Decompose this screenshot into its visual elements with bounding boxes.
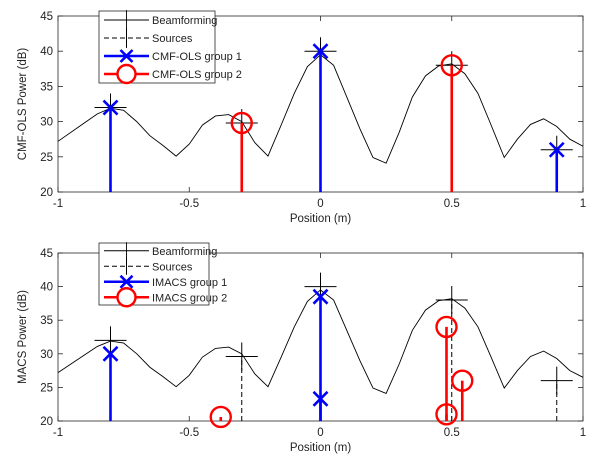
group1-marker [102,345,119,362]
group1-marker [548,141,565,158]
y-axis-label: MACS Power (dB) [17,290,29,384]
legend: Beamforming Sources IMACS group 1 IMACS gro… [98,242,227,308]
legend-group1-marker [119,274,134,289]
x-tick-label: -0.5 [179,198,199,210]
y-axis-label: CMF-OLS Power (dB) [17,48,29,161]
bottom-chart: -1 -0.5 0 0.5 1 20 25 30 35 40 45 Position (m) MACS … [17,242,586,454]
y-tick-label: 35 [40,81,53,93]
legend-sources-label: Sources [152,33,193,45]
y-tick-label: 35 [40,315,53,327]
x-tick-label: 0 [317,427,323,439]
group2-marker [435,315,458,339]
x-tick-label: 1 [580,427,586,439]
group1-marker [312,43,329,60]
top-chart: -1 -0.5 0 0.5 1 20 25 30 35 40 45 Position (m) CMF-O… [17,10,586,225]
y-tick-label: 45 [40,248,53,260]
legend-group1-marker [119,49,134,63]
y-tick-label: 30 [40,117,53,129]
group1-marker [102,99,119,116]
source-marker [94,326,127,355]
source-marker [435,286,468,315]
legend-group2-marker [116,287,137,308]
beamforming-line [57,289,584,395]
source-marker [540,366,573,395]
group2-marker [435,403,458,426]
y-tick-label: 40 [40,46,53,58]
group2-marker [451,369,474,392]
legend-beamforming-label: Beamforming [152,246,217,258]
x-tick-label: -1 [53,198,63,210]
legend-group2-marker [116,63,137,85]
group2-marker [230,111,253,135]
legend: Beamforming Sources CMF-OLS group 1 CMF-OLS… [98,10,242,85]
legend-group1-label: CMF-OLS group 1 [152,51,242,63]
y-tick-label: 20 [40,187,53,199]
x-axis-label: Position (m) [290,213,352,225]
y-tick-label: 30 [40,349,53,361]
legend-group2-label: CMF-OLS group 2 [152,69,242,81]
legend-beamforming-label: Beamforming [152,15,217,27]
legend-sources-label: Sources [152,261,193,273]
x-tick-label: -0.5 [179,427,199,439]
y-tick-label: 25 [40,382,53,394]
y-tick-label: 40 [40,282,53,294]
group1-marker [312,390,329,407]
x-tick-label: 0 [317,198,323,210]
group2-marker [440,54,463,77]
legend-group2-label: IMACS group 2 [152,292,227,304]
y-tick-label: 45 [40,11,53,23]
group1-marker [312,288,329,305]
x-tick-label: 0.5 [444,427,460,439]
x-tick-label: 0.5 [444,198,460,210]
beamforming-line [57,54,584,164]
group2-marker [209,405,232,429]
y-tick-label: 20 [40,416,53,428]
x-tick-label: -1 [53,427,63,439]
y-tick-label: 25 [40,152,53,164]
x-tick-label: 1 [580,198,586,210]
source-marker [225,342,258,371]
x-axis-label: Position (m) [290,442,352,454]
legend-group1-label: IMACS group 1 [152,277,227,289]
